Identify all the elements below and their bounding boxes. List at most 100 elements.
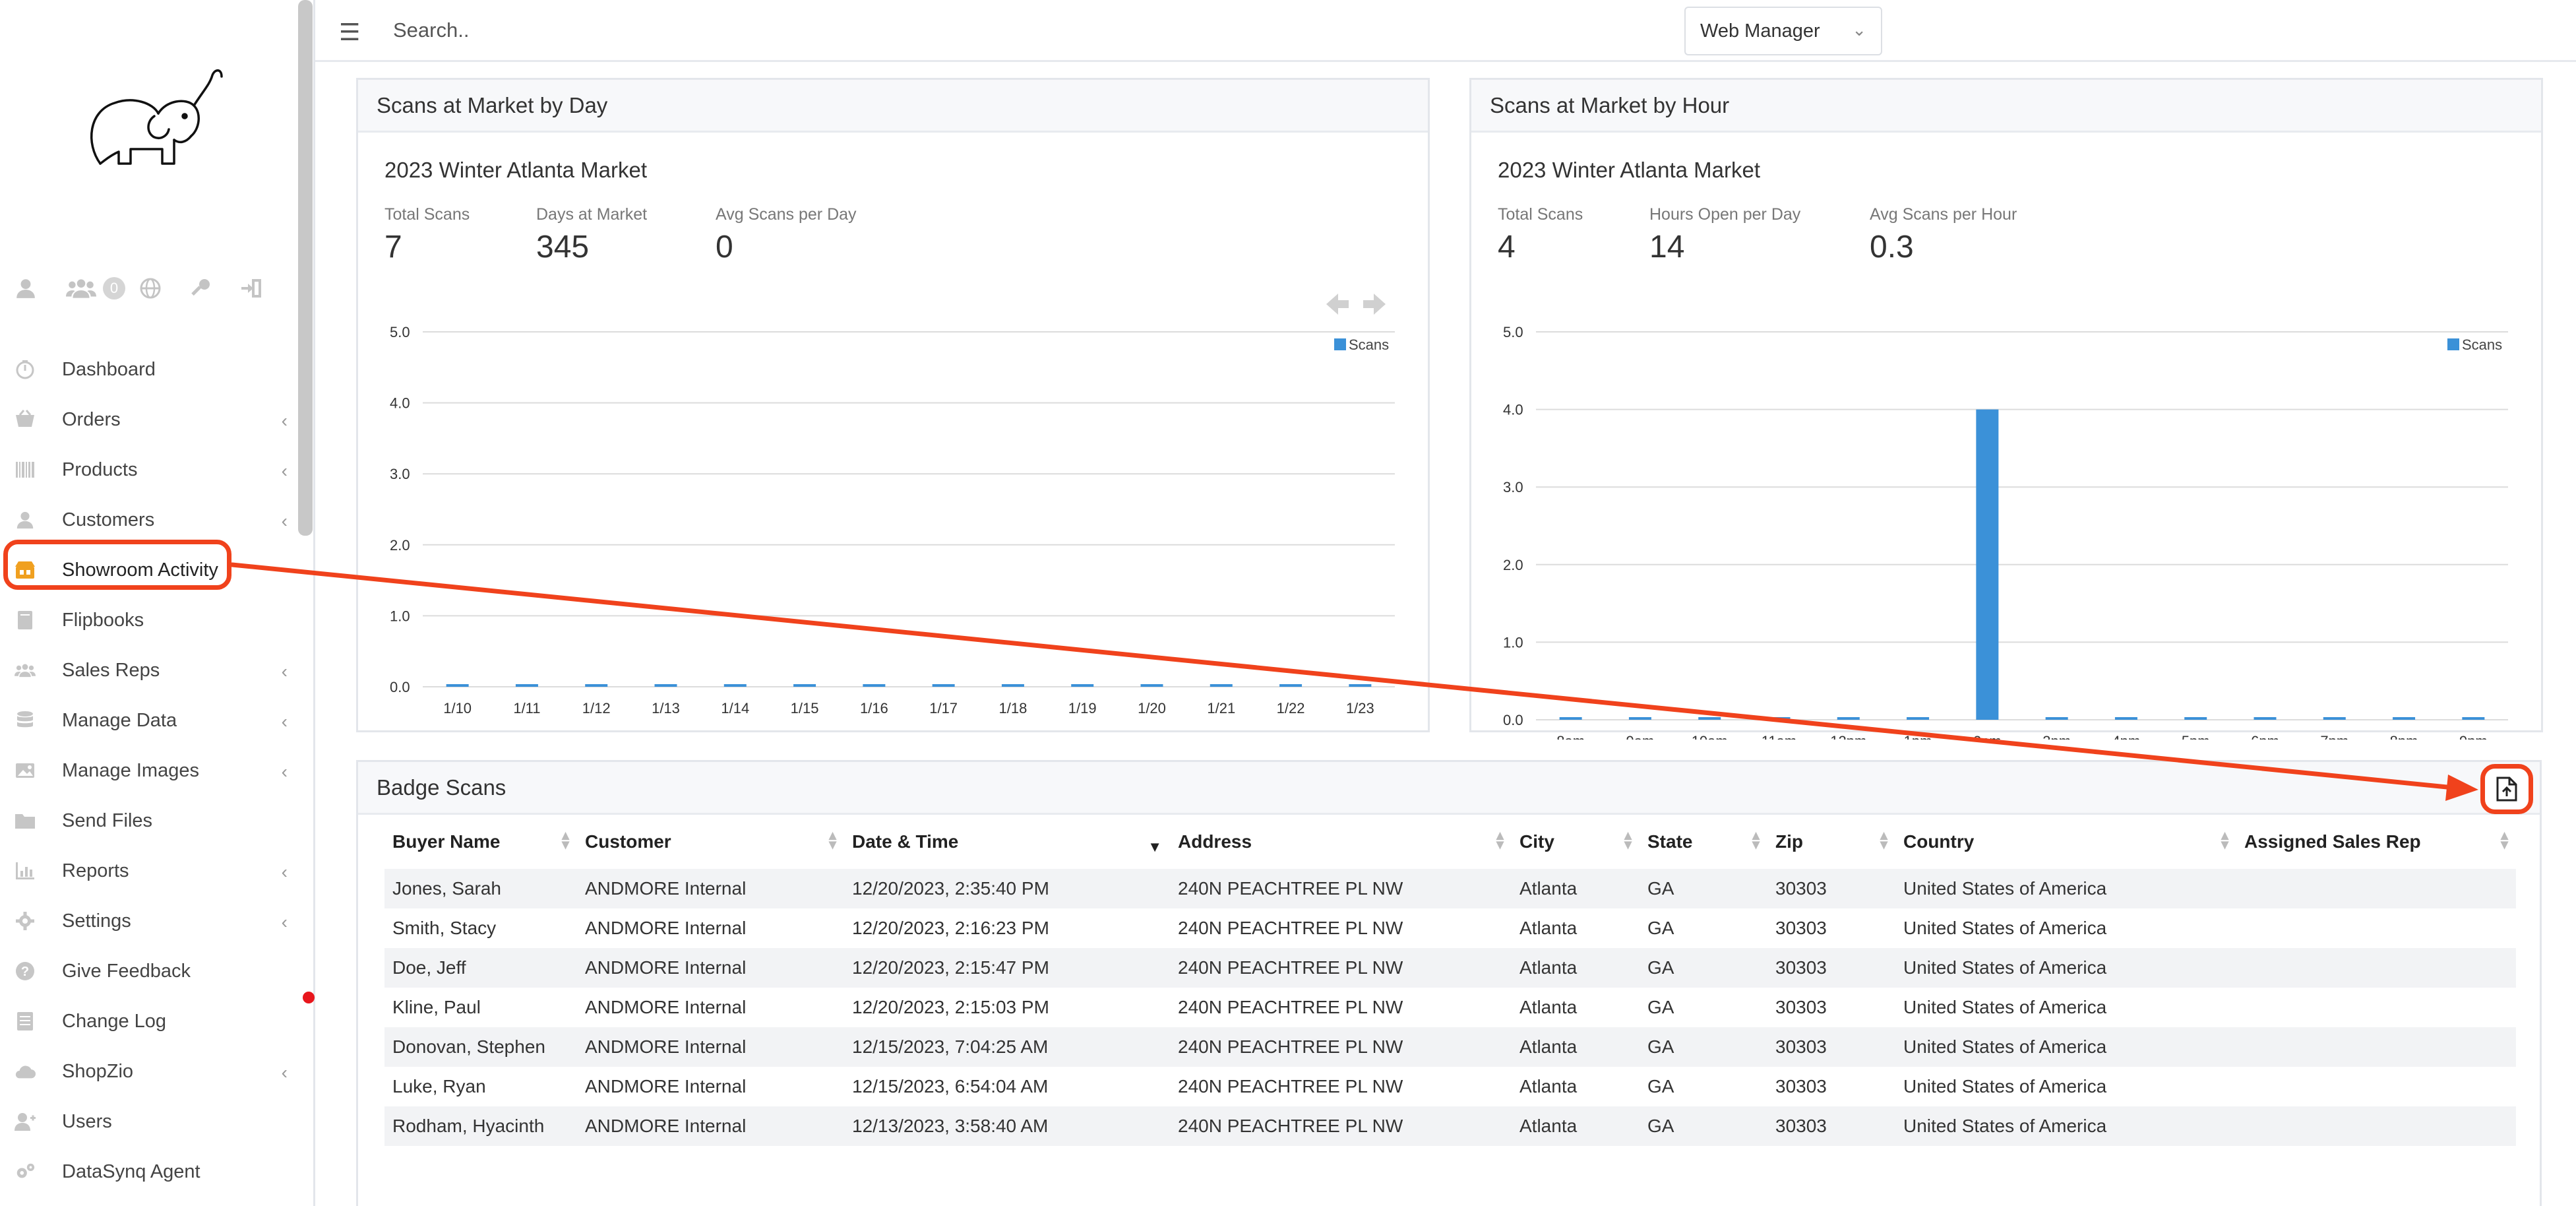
- x-tick-label: 1/19: [1068, 700, 1097, 716]
- globe-icon[interactable]: [140, 272, 161, 305]
- stat-label: Total Scans: [1498, 205, 1583, 224]
- table-cell: 12/20/2023, 2:15:47 PM: [852, 957, 1049, 978]
- table-cell: GA: [1647, 957, 1674, 978]
- column-header[interactable]: State ▴ ▾: [1640, 815, 1767, 869]
- stat-label: Avg Scans per Day: [716, 205, 857, 224]
- cloud-icon: [15, 1061, 36, 1082]
- sort-icon[interactable]: ▴ ▾: [1496, 827, 1504, 852]
- table-cell: GA: [1647, 918, 1674, 938]
- column-header[interactable]: Customer ▴ ▾: [577, 815, 844, 869]
- x-tick-label: 1/10: [443, 700, 472, 716]
- badge-scans-panel: Badge Scans Buyer Name ▴ ▾ Customer ▴ ▾ Date &…: [356, 760, 2542, 1206]
- profile-icon[interactable]: [15, 272, 37, 305]
- sidebar-item-customers[interactable]: Customers ‹: [0, 495, 310, 545]
- column-header[interactable]: City ▴ ▾: [1512, 815, 1640, 869]
- sidebar-item-flipbooks[interactable]: Flipbooks: [0, 595, 310, 645]
- column-header[interactable]: Assigned Sales Rep ▴ ▾: [2236, 815, 2516, 869]
- stat-value: 4: [1498, 230, 1516, 265]
- sort-icon[interactable]: ▴ ▾: [1624, 827, 1632, 852]
- sort-icon[interactable]: ▴ ▾: [561, 827, 569, 852]
- table-cell: 240N PEACHTREE PL NW: [1178, 1036, 1403, 1057]
- key-icon[interactable]: [190, 272, 211, 305]
- table-cell: 30303: [1775, 918, 1827, 938]
- x-tick-label: 9pm: [2459, 733, 2488, 740]
- sort-icon[interactable]: ▴ ▾: [1752, 827, 1760, 852]
- showroom-icon: [15, 559, 36, 581]
- table-header-row: Buyer Name ▴ ▾ Customer ▴ ▾ Date & Time ▼ Addres…: [384, 815, 2516, 869]
- bar: [1767, 717, 1791, 720]
- sidebar-item-dashboard[interactable]: Dashboard: [0, 344, 310, 395]
- sidebar-item-sales-reps[interactable]: Sales Reps ‹: [0, 645, 310, 695]
- table-row[interactable]: Luke, Ryan ANDMORE Internal 12/15/2023, 6:…: [384, 1067, 2516, 1106]
- sort-icon[interactable]: ▴ ▾: [2500, 827, 2508, 852]
- column-header[interactable]: Buyer Name ▴ ▾: [384, 815, 577, 869]
- sidebar-scrollbar[interactable]: [298, 0, 313, 536]
- hamburger-menu-icon[interactable]: ☰: [339, 18, 361, 46]
- table-cell: 240N PEACHTREE PL NW: [1178, 1116, 1403, 1136]
- export-file-button[interactable]: [2480, 764, 2533, 814]
- table-cell: 30303: [1775, 1076, 1827, 1096]
- sidebar-item-products[interactable]: Products ‹: [0, 445, 310, 495]
- x-tick-label: 7pm: [2320, 733, 2348, 740]
- legend-swatch: [2447, 338, 2459, 350]
- role-select[interactable]: Web Manager ⌄: [1684, 7, 1882, 55]
- group-count-badge: 0: [103, 277, 125, 300]
- bar: [2184, 717, 2207, 720]
- column-header[interactable]: Date & Time ▼: [844, 815, 1170, 869]
- sort-icon[interactable]: ▴ ▾: [1880, 827, 1887, 852]
- table-row[interactable]: Smith, Stacy ANDMORE Internal 12/20/2023, …: [384, 908, 2516, 948]
- sidebar-item-users[interactable]: Users: [0, 1096, 310, 1147]
- sidebar-item-settings[interactable]: Settings ‹: [0, 896, 310, 946]
- sort-icon[interactable]: ▴ ▾: [2221, 827, 2228, 852]
- group-icon[interactable]: 0: [66, 272, 125, 305]
- x-tick-label: 10am: [1692, 733, 1728, 740]
- role-select-value: Web Manager: [1700, 20, 1820, 42]
- chevron-left-icon: ‹: [281, 661, 288, 682]
- search-input[interactable]: [393, 13, 987, 48]
- bar: [723, 684, 747, 687]
- chart-nav-arrows: [1326, 294, 1386, 315]
- x-tick-label: 1/22: [1277, 700, 1305, 716]
- table-row[interactable]: Kline, Paul ANDMORE Internal 12/20/2023, 2…: [384, 988, 2516, 1027]
- table-cell: United States of America: [1903, 1076, 2107, 1096]
- table-row[interactable]: Doe, Jeff ANDMORE Internal 12/20/2023, 2:1…: [384, 948, 2516, 988]
- sort-icon[interactable]: ▴ ▾: [828, 827, 836, 852]
- column-header-label: Customer: [585, 831, 671, 852]
- sidebar-item-datasynq-agent[interactable]: DataSynq Agent: [0, 1147, 310, 1197]
- sidebar-nav: Dashboard Orders ‹ Products ‹ Customers ‹ Showr…: [0, 344, 310, 1197]
- sidebar-item-orders[interactable]: Orders ‹: [0, 395, 310, 445]
- table-cell: 12/15/2023, 6:54:04 AM: [852, 1076, 1049, 1096]
- logout-icon[interactable]: [240, 272, 262, 305]
- chevron-left-icon: ‹: [281, 912, 288, 932]
- sidebar-item-showroom-activity[interactable]: Showroom Activity: [0, 545, 310, 595]
- sidebar-item-change-log[interactable]: Change Log: [0, 996, 310, 1046]
- y-tick-label: 0.0: [1503, 712, 1523, 728]
- sidebar-item-shopzio[interactable]: ShopZio ‹: [0, 1046, 310, 1096]
- bar: [1698, 717, 1721, 720]
- table-cell: 240N PEACHTREE PL NW: [1178, 957, 1403, 978]
- column-header[interactable]: Country ▴ ▾: [1895, 815, 2236, 869]
- column-header[interactable]: Zip ▴ ▾: [1767, 815, 1895, 869]
- table-row[interactable]: Rodham, Hyacinth ANDMORE Internal 12/13/20…: [384, 1106, 2516, 1146]
- table-row[interactable]: Donovan, Stephen ANDMORE Internal 12/15/20…: [384, 1027, 2516, 1067]
- prev-arrow-icon[interactable]: [1326, 294, 1349, 315]
- x-tick-label: 8pm: [2390, 733, 2418, 740]
- column-header-label: City: [1519, 831, 1554, 852]
- next-arrow-icon[interactable]: [1363, 294, 1386, 315]
- sidebar-item-give-feedback[interactable]: ? Give Feedback: [0, 946, 310, 996]
- table-row[interactable]: Jones, Sarah ANDMORE Internal 12/20/2023, …: [384, 869, 2516, 908]
- sidebar-item-reports[interactable]: Reports ‹: [0, 846, 310, 896]
- sidebar-item-manage-images[interactable]: Manage Images ‹: [0, 746, 310, 796]
- sidebar-item-manage-data[interactable]: Manage Data ‹: [0, 695, 310, 746]
- table-cell: Luke, Ryan: [392, 1076, 486, 1096]
- sidebar-item-label: Dashboard: [62, 358, 156, 380]
- table-cell: Smith, Stacy: [392, 918, 497, 938]
- badge-scans-table: Buyer Name ▴ ▾ Customer ▴ ▾ Date & Time ▼ Addres…: [384, 815, 2516, 1146]
- user-plus-icon: [15, 1111, 36, 1132]
- sidebar-item-send-files[interactable]: Send Files: [0, 796, 310, 846]
- legend-label: Scans: [1349, 336, 1389, 353]
- sort-desc-icon[interactable]: ▼: [1148, 839, 1162, 855]
- user-icon: [15, 509, 36, 530]
- column-header[interactable]: Address ▴ ▾: [1170, 815, 1512, 869]
- bar: [2254, 717, 2277, 720]
